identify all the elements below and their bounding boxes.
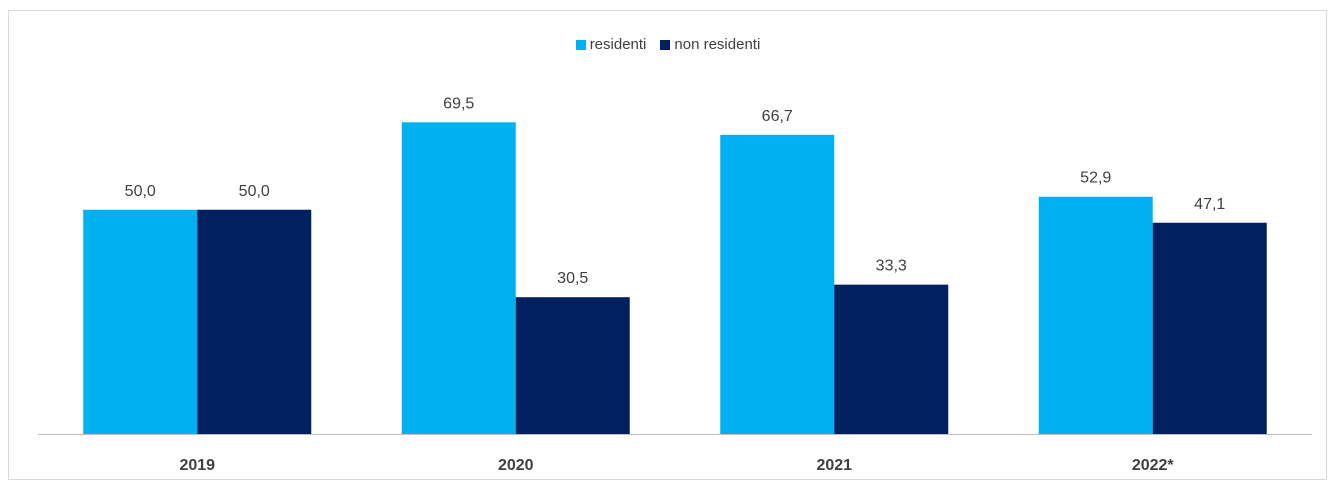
data-label-residenti-2020: 69,5 (443, 95, 474, 112)
bar-residenti-2021 (720, 134, 835, 434)
legend-swatch-non-residenti (660, 39, 671, 50)
x-tick-label-2021: 2021 (816, 457, 852, 474)
x-tick-label-2020: 2020 (498, 457, 534, 474)
data-label-non-residenti-2019: 50,0 (239, 183, 270, 200)
legend-item-non-residenti: non residenti (660, 36, 760, 53)
legend-item-residenti: residenti (575, 36, 647, 53)
bar-non-residenti-2019 (197, 209, 312, 434)
legend-label-non-residenti: non residenti (674, 36, 761, 53)
bar-residenti-2022 (1038, 196, 1153, 434)
bar-non-residenti-2021 (834, 284, 949, 434)
data-label-residenti-2021: 66,7 (762, 108, 793, 125)
legend-label-residenti: residenti (589, 36, 647, 53)
data-label-residenti-2022: 52,9 (1080, 170, 1111, 187)
legend-swatch-residenti (575, 39, 586, 50)
x-tick-label-2019: 2019 (179, 457, 215, 474)
data-label-residenti-2019: 50,0 (125, 183, 156, 200)
data-label-non-residenti-2020: 30,5 (557, 270, 588, 287)
legend: residenti non residenti (0, 36, 1336, 53)
bar-residenti-2020 (401, 122, 516, 434)
data-label-non-residenti-2022: 47,1 (1194, 196, 1225, 213)
bar-non-residenti-2020 (515, 297, 630, 434)
bar-non-residenti-2022 (1152, 222, 1267, 434)
x-tick-label-2022: 2022* (1132, 457, 1175, 474)
data-label-non-residenti-2021: 33,3 (876, 258, 907, 275)
bar-residenti-2019 (83, 209, 198, 434)
